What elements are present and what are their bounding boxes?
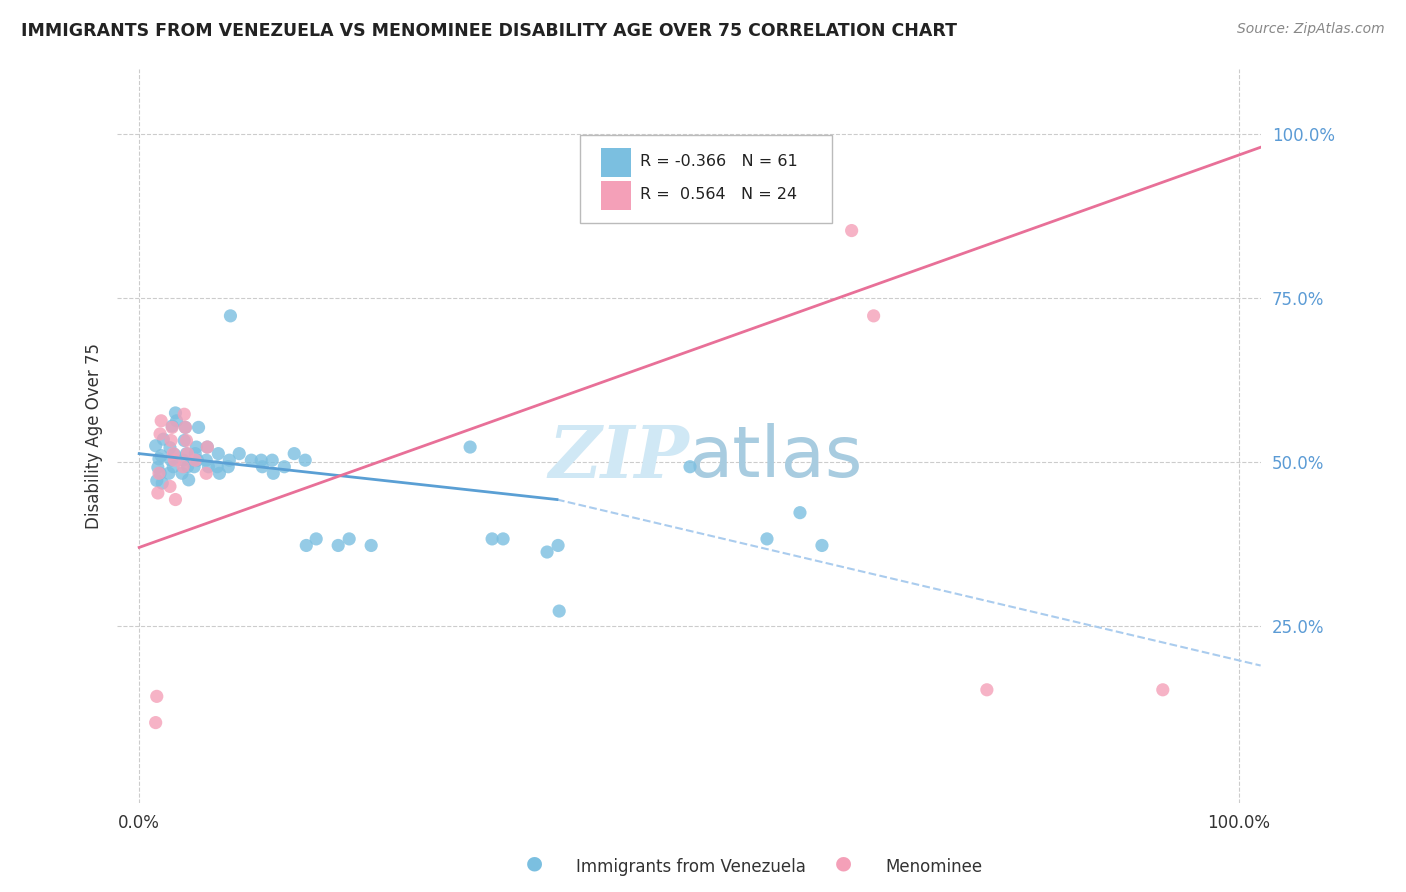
Point [177,473,200,487]
Point [197,459,219,474]
Text: ●: ● [835,854,852,872]
Point [679,459,702,474]
Point [195,453,218,467]
Point [163,453,186,467]
Point [150,449,173,463]
Point [219,309,242,323]
Point [252,459,274,474]
Point [207,459,229,474]
Point [218,453,240,467]
Text: R =  0.564   N = 24: R = 0.564 N = 24 [640,187,797,202]
Point [165,492,187,507]
Point [360,539,382,553]
Point [207,447,229,461]
Point [862,309,884,323]
Point [146,690,169,704]
Point [159,479,181,493]
Point [1152,682,1174,697]
Point [173,407,195,421]
Point [160,453,183,467]
Point [789,506,811,520]
Point [492,532,515,546]
Point [174,420,197,434]
Point [811,539,834,553]
Point [159,441,181,455]
Point [150,414,173,428]
Point [163,447,186,461]
Point [149,467,172,481]
Point [148,467,170,481]
Point [328,539,350,553]
Text: Source: ZipAtlas.com: Source: ZipAtlas.com [1237,22,1385,37]
Point [186,453,208,467]
Point [176,459,198,474]
Text: ●: ● [526,854,543,872]
Point [195,467,218,481]
Point [174,420,197,434]
Point [294,453,316,467]
Point [337,532,360,546]
Point [157,467,180,481]
Point [176,447,198,461]
Point [217,459,239,474]
Point [283,447,305,461]
Text: Menominee: Menominee [886,858,983,876]
Point [536,545,558,559]
Text: ZIP: ZIP [548,423,689,493]
Point [186,440,208,454]
Point [160,420,183,434]
Point [305,532,328,546]
Point [148,451,170,466]
Point [146,474,169,488]
Point [250,453,273,467]
Point [195,440,218,454]
Point [195,440,218,454]
FancyBboxPatch shape [600,181,631,210]
Point [162,447,184,461]
Point [176,434,198,448]
Point [173,434,195,448]
Point [166,414,188,428]
Point [149,426,172,441]
Text: Immigrants from Venezuela: Immigrants from Venezuela [576,858,806,876]
Y-axis label: Disability Age Over 75: Disability Age Over 75 [86,343,103,529]
Point [481,532,503,546]
Point [187,420,209,434]
Text: IMMIGRANTS FROM VENEZUELA VS MENOMINEE DISABILITY AGE OVER 75 CORRELATION CHART: IMMIGRANTS FROM VENEZUELA VS MENOMINEE D… [21,22,957,40]
Point [548,604,571,618]
Point [145,715,167,730]
Point [295,539,318,553]
FancyBboxPatch shape [581,135,832,223]
Point [160,434,183,448]
Point [262,467,284,481]
Point [547,539,569,553]
Point [162,459,184,474]
Point [183,459,205,474]
Point [184,447,207,461]
Point [146,486,169,500]
Point [160,419,183,434]
Point [146,460,169,475]
Point [756,532,779,546]
Point [152,432,174,446]
Point [150,476,173,491]
Point [458,440,481,454]
Point [228,447,250,461]
Text: R = -0.366   N = 61: R = -0.366 N = 61 [640,154,797,169]
Point [145,439,167,453]
Point [208,467,231,481]
Point [176,447,198,461]
Point [240,453,263,467]
Point [976,682,998,697]
FancyBboxPatch shape [600,148,631,177]
Point [172,453,194,467]
Point [841,223,863,237]
Point [165,406,187,420]
Point [172,459,194,474]
Point [262,453,284,467]
Point [184,453,207,467]
Point [273,459,295,474]
Text: atlas: atlas [689,424,863,492]
Point [170,467,193,481]
